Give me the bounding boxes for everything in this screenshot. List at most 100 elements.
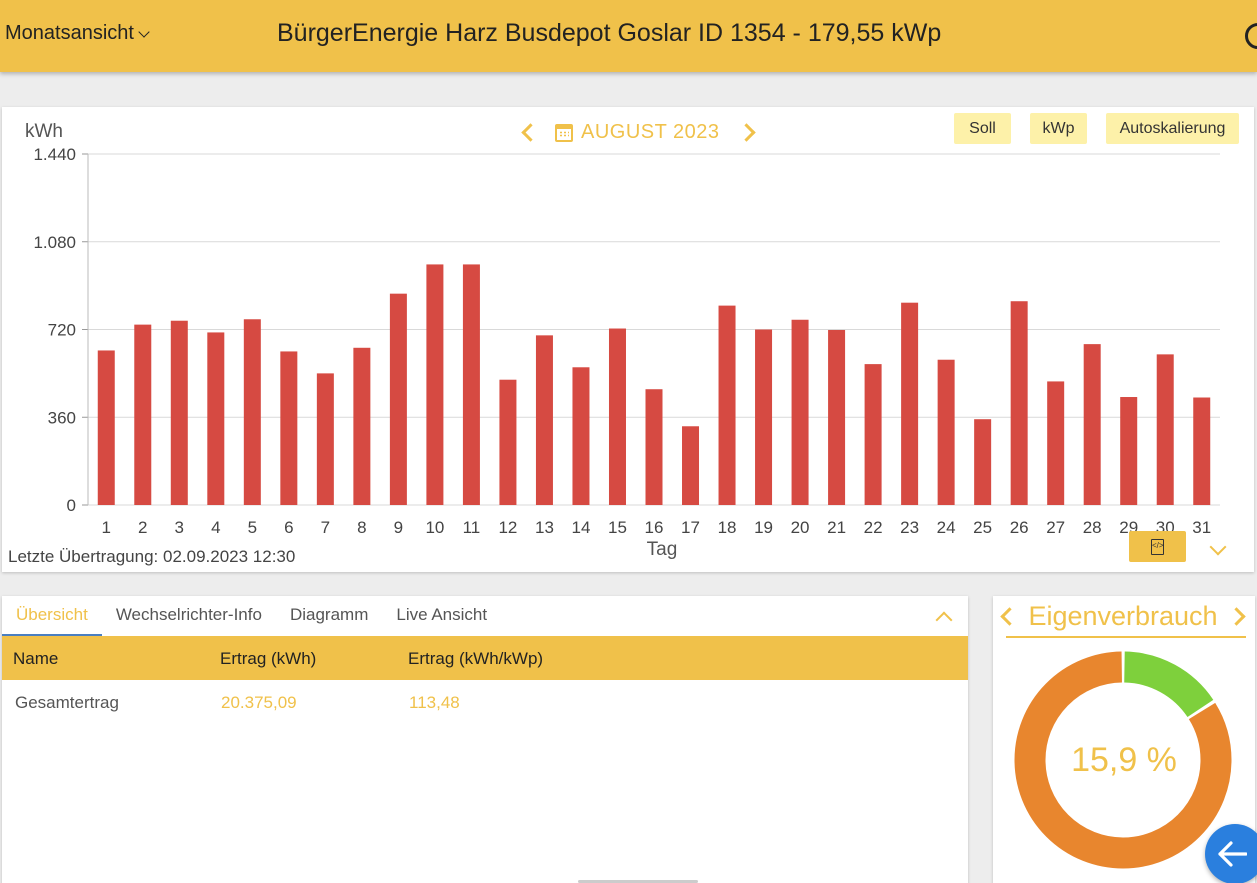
x-tick-label: 17	[681, 518, 700, 537]
column-header-kwh: Ertrag (kWh)	[220, 649, 317, 668]
eigenverbrauch-title: Eigenverbrauch	[1028, 600, 1218, 631]
x-tick-label: 26	[1010, 518, 1029, 537]
row-kwh: 20.375,09	[221, 693, 297, 712]
x-tick-label: 15	[608, 518, 627, 537]
x-tick-label: 13	[535, 518, 554, 537]
prev-icon[interactable]	[1000, 606, 1019, 626]
divider	[1006, 636, 1246, 638]
bar-day-7	[316, 373, 334, 505]
last-transfer-text: Letzte Übertragung: 02.09.2023 12:30	[8, 547, 296, 566]
bar-day-6	[280, 351, 298, 505]
view-select-label: Monatsansicht	[5, 22, 134, 44]
bar-day-21	[828, 329, 846, 505]
back-button[interactable]	[1205, 824, 1257, 883]
y-tick-label: 0	[67, 496, 76, 515]
eigenverbrauch-header: Eigenverbrauch	[993, 596, 1255, 636]
x-tick-label: 28	[1083, 518, 1102, 537]
x-axis-label: Tag	[647, 539, 678, 560]
x-tick-label: 3	[175, 518, 184, 537]
x-tick-label: 2	[138, 518, 147, 537]
month-navigator: AUGUST 2023	[518, 121, 759, 144]
autoscale-button[interactable]: Autoskalierung	[1106, 113, 1239, 144]
y-tick-label: 1.080	[33, 233, 76, 252]
table-row: Gesamtertrag 20.375,09 113,48	[2, 680, 968, 724]
bar-day-2	[134, 324, 152, 505]
chart-card: kWh 0 360 720 1.080 1.440 1 2 3 4 5 6 7 8 9 10 11 12 13 14 1…	[2, 107, 1254, 572]
donut-segment-rest	[1014, 651, 1232, 869]
y-tick-label: 720	[48, 321, 76, 340]
next-icon[interactable]	[1227, 606, 1246, 626]
month-label[interactable]: AUGUST 2023	[581, 121, 720, 143]
bar-day-26	[1010, 301, 1028, 505]
y-tick-label: 1.440	[33, 145, 76, 164]
bar-day-28	[1083, 344, 1101, 505]
eigenverbrauch-card: Eigenverbrauch 15,9 %	[993, 596, 1255, 883]
bar-day-20	[791, 319, 809, 505]
x-tick-label: 11	[463, 518, 481, 537]
chevron-down-icon	[138, 25, 150, 38]
arrow-left-icon	[1218, 841, 1247, 867]
bar-day-25	[974, 419, 992, 505]
tab-diagramm[interactable]: Diagramm	[289, 605, 369, 624]
bar-day-9	[389, 293, 407, 505]
x-tick-label: 9	[394, 518, 403, 537]
prev-month-icon[interactable]	[521, 123, 540, 142]
x-tick-label: 27	[1046, 518, 1065, 537]
x-tick-label: 19	[754, 518, 773, 537]
kwp-button[interactable]: kWp	[1030, 113, 1087, 144]
row-name: Gesamtertrag	[15, 693, 119, 712]
x-tick-label: 20	[791, 518, 810, 537]
x-tick-label: 16	[645, 518, 664, 537]
eigenverbrauch-donut	[1014, 651, 1232, 869]
x-tick-label: 31	[1192, 518, 1211, 537]
y-axis-label: kWh	[25, 121, 63, 142]
bar-day-23	[901, 302, 919, 505]
bar-day-29	[1120, 397, 1138, 505]
x-tick-label: 14	[572, 518, 591, 537]
bar-day-5	[243, 319, 261, 505]
calendar-icon[interactable]	[555, 123, 573, 142]
view-select[interactable]: Monatsansicht	[5, 22, 150, 45]
x-tick-label: 10	[425, 518, 444, 537]
x-tick-label: 7	[321, 518, 330, 537]
chevron-up-icon[interactable]	[935, 611, 953, 629]
bar-day-30	[1156, 354, 1174, 505]
eigenverbrauch-percent: 15,9 %	[1071, 741, 1177, 779]
bar-day-16	[645, 389, 663, 505]
bar-day-24	[937, 359, 955, 505]
next-month-icon[interactable]	[736, 123, 756, 142]
bar-day-8	[353, 347, 371, 505]
x-tick-label: 6	[284, 518, 293, 537]
tab-live-ansicht[interactable]: Live Ansicht	[396, 605, 488, 624]
soll-button[interactable]: Soll	[954, 113, 1011, 144]
row-kwh-kwp: 113,48	[409, 693, 460, 712]
x-tick-label: 5	[248, 518, 257, 537]
x-tick-label: 24	[937, 518, 956, 537]
user-icon[interactable]	[1245, 23, 1257, 49]
bar-day-10	[426, 264, 444, 505]
page-title: BürgerEnergie Harz Busdepot Goslar ID 13…	[277, 19, 942, 47]
scroll-handle[interactable]	[578, 880, 698, 883]
x-tick-label: 12	[498, 518, 517, 537]
column-header-kwh-kwp: Ertrag (kWh/kWp)	[408, 649, 544, 668]
tab-uebersicht[interactable]: Übersicht	[2, 596, 102, 636]
x-tick-label: 21	[827, 518, 846, 537]
x-tick-label: 22	[864, 518, 883, 537]
export-button[interactable]: </>	[1129, 531, 1186, 562]
x-tick-label: 1	[102, 518, 111, 537]
bar-day-1	[97, 350, 115, 505]
bar-day-11	[462, 264, 480, 505]
tab-wechselrichter-info[interactable]: Wechselrichter-Info	[115, 605, 262, 624]
bar-day-15	[608, 328, 626, 505]
file-code-icon: </>	[1151, 538, 1164, 555]
bar-day-31	[1193, 397, 1211, 505]
tab-bar: Übersicht Wechselrichter-Info Diagramm L…	[2, 596, 501, 636]
bar-day-13	[535, 335, 553, 505]
bar-day-17	[682, 426, 700, 505]
x-tick-label: 4	[211, 518, 220, 537]
top-bar: Monatsansicht BürgerEnergie Harz Busdepo…	[0, 0, 1257, 72]
x-tick-label: 8	[357, 518, 366, 537]
y-tick-label: 360	[48, 408, 76, 427]
bar-day-27	[1047, 381, 1065, 505]
